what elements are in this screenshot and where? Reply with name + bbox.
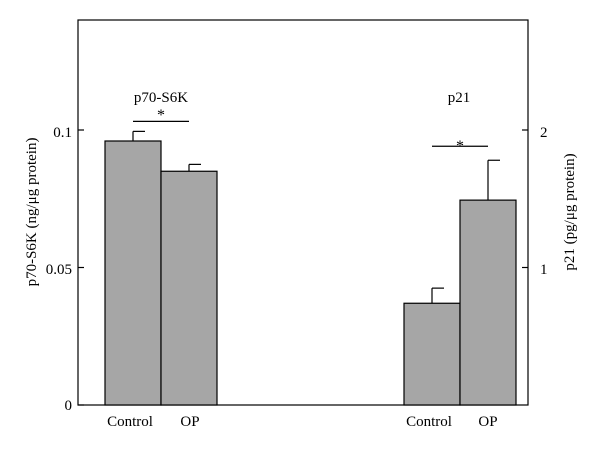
plot-frame xyxy=(77,19,529,406)
category-label-p21-op: OP xyxy=(478,414,497,430)
bar-p70-control xyxy=(104,140,162,406)
right-tick-label-1: 2 xyxy=(540,125,548,141)
left-axis-title: p70-S6K (ng/μg protein) xyxy=(24,138,40,287)
bar-p70-op xyxy=(160,170,218,406)
group-title-p70-s6k: p70-S6K xyxy=(134,90,188,106)
bar-p21-op xyxy=(459,199,517,406)
category-label-p70-op: OP xyxy=(180,414,199,430)
right-tick-label-0: 1 xyxy=(540,262,548,278)
right-axis-title: p21 (pg/μg protein) xyxy=(562,153,578,270)
left-tick-label-2: 0.1 xyxy=(53,125,72,141)
group-title-p21: p21 xyxy=(448,90,471,106)
significance-marker-p70-s6k: * xyxy=(157,107,165,124)
bar-p21-control xyxy=(403,302,461,406)
left-tick-label-0: 0 xyxy=(65,398,73,414)
left-tick-label-1: 0.05 xyxy=(46,262,72,278)
category-label-p21-control: Control xyxy=(406,414,452,430)
category-label-p70-control: Control xyxy=(107,414,153,430)
